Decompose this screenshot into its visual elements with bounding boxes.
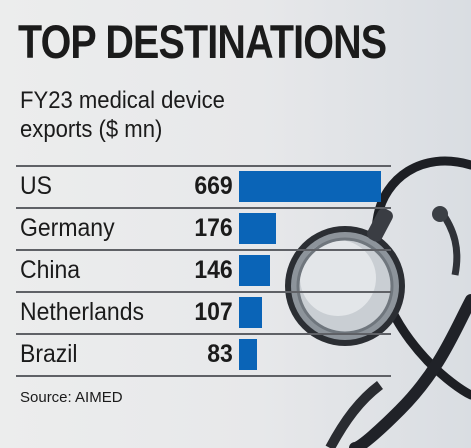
category-label: US (20, 172, 52, 200)
source-note: Source: AIMED (20, 389, 123, 406)
category-label: Brazil (20, 340, 78, 368)
chart-title: TOP DESTINATIONS (18, 15, 387, 68)
subtitle-line-2: exports ($ mn) (20, 116, 163, 143)
row-divider (16, 291, 391, 293)
subtitle-line-1: FY23 medical device (20, 87, 225, 114)
category-label: Netherlands (20, 298, 145, 326)
category-label: Germany (20, 214, 115, 242)
row-divider (16, 165, 391, 167)
value-label: 83 (207, 340, 233, 368)
bar (239, 339, 257, 370)
row-divider (16, 207, 391, 209)
row-divider (16, 249, 391, 251)
bar (239, 213, 276, 244)
bar (239, 171, 381, 202)
chart-subtitle: FY23 medical device exports ($ mn) (20, 86, 225, 144)
row-divider (16, 333, 391, 335)
value-label: 146 (194, 256, 233, 284)
stethoscope-tube-2 (349, 294, 471, 448)
bar (239, 255, 270, 286)
value-label: 107 (194, 298, 233, 326)
value-label: 176 (194, 214, 233, 242)
stethoscope-tube-3 (325, 381, 384, 448)
value-label: 669 (194, 172, 233, 200)
row-divider (16, 375, 391, 377)
bar (239, 297, 262, 328)
category-label: China (20, 256, 81, 284)
